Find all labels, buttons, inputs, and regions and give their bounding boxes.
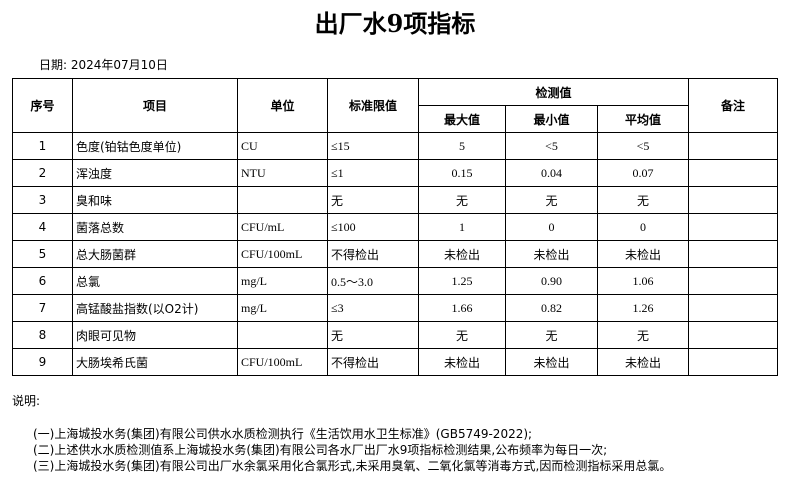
cell-unit: mg/L xyxy=(237,294,328,322)
header-max: 最大值 xyxy=(418,105,506,133)
cell-remark xyxy=(688,132,778,160)
cell-avg: 未检出 xyxy=(597,348,689,376)
cell-unit: NTU xyxy=(237,159,328,187)
cell-remark xyxy=(688,321,778,349)
cell-item: 菌落总数 xyxy=(72,213,238,241)
cell-item: 色度(铂钴色度单位) xyxy=(72,132,238,160)
cell-min: <5 xyxy=(505,132,598,160)
table-row: 7 高锰酸盐指数(以O2计) mg/L ≤3 1.66 0.82 1.26 xyxy=(12,294,778,322)
cell-limit: 不得检出 xyxy=(327,240,419,268)
cell-remark xyxy=(688,159,778,187)
table-row: 2 浑浊度 NTU ≤1 0.15 0.04 0.07 xyxy=(12,159,778,187)
cell-avg: 0.07 xyxy=(597,159,689,187)
cell-min: 未检出 xyxy=(505,348,598,376)
table-row: 6 总氯 mg/L 0.5～3.0 1.25 0.90 1.06 xyxy=(12,267,778,295)
cell-remark xyxy=(688,294,778,322)
cell-seq: 7 xyxy=(12,294,73,322)
cell-limit: ≤15 xyxy=(327,132,419,160)
cell-item: 肉眼可见物 xyxy=(72,321,238,349)
cell-seq: 1 xyxy=(12,132,73,160)
header-item: 项目 xyxy=(72,78,238,133)
table-row: 9 大肠埃希氏菌 CFU/100mL 不得检出 未检出 未检出 未检出 xyxy=(12,348,778,376)
cell-limit: ≤3 xyxy=(327,294,419,322)
cell-item: 高锰酸盐指数(以O2计) xyxy=(72,294,238,322)
cell-max: 未检出 xyxy=(418,240,506,268)
cell-item: 总氯 xyxy=(72,267,238,295)
cell-seq: 5 xyxy=(12,240,73,268)
cell-avg: 未检出 xyxy=(597,240,689,268)
cell-item: 臭和味 xyxy=(72,186,238,214)
cell-limit: 不得检出 xyxy=(327,348,419,376)
header-avg: 平均值 xyxy=(597,105,689,133)
cell-item: 浑浊度 xyxy=(72,159,238,187)
cell-limit: ≤1 xyxy=(327,159,419,187)
cell-min: 无 xyxy=(505,186,598,214)
cell-unit: CFU/100mL xyxy=(237,240,328,268)
cell-max: 1 xyxy=(418,213,506,241)
cell-limit: ≤100 xyxy=(327,213,419,241)
cell-unit xyxy=(237,186,328,214)
cell-avg: 无 xyxy=(597,186,689,214)
cell-max: 无 xyxy=(418,186,506,214)
cell-min: 0.82 xyxy=(505,294,598,322)
note-2: (二)上述供水水质检测值系上海城投水务(集团)有限公司各水厂出厂水9项指标检测结… xyxy=(33,443,608,457)
note-1: (一)上海城投水务(集团)有限公司供水水质检测执行《生活饮用水卫生标准》(GB5… xyxy=(33,427,533,441)
cell-remark xyxy=(688,348,778,376)
cell-avg: 1.26 xyxy=(597,294,689,322)
table-row: 4 菌落总数 CFU/mL ≤100 1 0 0 xyxy=(12,213,778,241)
cell-max: 0.15 xyxy=(418,159,506,187)
table-row: 8 肉眼可见物无无无无 xyxy=(12,321,778,349)
cell-item: 大肠埃希氏菌 xyxy=(72,348,238,376)
cell-min: 未检出 xyxy=(505,240,598,268)
cell-min: 0 xyxy=(505,213,598,241)
cell-min: 0.90 xyxy=(505,267,598,295)
header-min: 最小值 xyxy=(505,105,598,133)
cell-remark xyxy=(688,240,778,268)
page-title: 出厂水9项指标 xyxy=(314,9,476,38)
cell-avg: 无 xyxy=(597,321,689,349)
note-3: (三)上海城投水务(集团)有限公司出厂水余氯采用化合氯形式,未采用臭氧、二氧化氯… xyxy=(33,459,672,473)
cell-unit: CFU/100mL xyxy=(237,348,328,376)
notes-label: 说明: xyxy=(12,394,41,408)
header-limit: 标准限值 xyxy=(327,78,419,133)
cell-item: 总大肠菌群 xyxy=(72,240,238,268)
table-row: 5 总大肠菌群 CFU/100mL 不得检出 未检出 未检出 未检出 xyxy=(12,240,778,268)
cell-max: 5 xyxy=(418,132,506,160)
table-row: 1 色度(铂钴色度单位) CU ≤15 5 <5 <5 xyxy=(12,132,778,160)
cell-limit: 无 xyxy=(327,186,419,214)
cell-avg: <5 xyxy=(597,132,689,160)
cell-limit: 无 xyxy=(327,321,419,349)
report-date: 日期: 2024年07月10日 xyxy=(39,58,168,72)
cell-unit: CU xyxy=(237,132,328,160)
cell-seq: 8 xyxy=(12,321,73,349)
header-seq: 序号 xyxy=(12,78,73,133)
cell-seq: 6 xyxy=(12,267,73,295)
cell-limit: 0.5～3.0 xyxy=(327,267,419,295)
cell-unit: CFU/mL xyxy=(237,213,328,241)
cell-seq: 2 xyxy=(12,159,73,187)
cell-max: 无 xyxy=(418,321,506,349)
cell-seq: 4 xyxy=(12,213,73,241)
cell-remark xyxy=(688,213,778,241)
header-unit: 单位 xyxy=(237,78,328,133)
cell-unit xyxy=(237,321,328,349)
cell-seq: 9 xyxy=(12,348,73,376)
cell-max: 未检出 xyxy=(418,348,506,376)
water-quality-table: 序号 项目 单位 标准限值 检测值 备注 最大值 最小值 平均值 1 色度(铂钴色… xyxy=(12,78,778,376)
cell-avg: 1.06 xyxy=(597,267,689,295)
table-row: 3 臭和味无无无无 xyxy=(12,186,778,214)
cell-min: 0.04 xyxy=(505,159,598,187)
header-remark: 备注 xyxy=(688,78,778,133)
cell-seq: 3 xyxy=(12,186,73,214)
cell-min: 无 xyxy=(505,321,598,349)
cell-remark xyxy=(688,186,778,214)
header-measured: 检测值 xyxy=(418,78,689,106)
cell-remark xyxy=(688,267,778,295)
cell-max: 1.25 xyxy=(418,267,506,295)
cell-unit: mg/L xyxy=(237,267,328,295)
cell-avg: 0 xyxy=(597,213,689,241)
cell-max: 1.66 xyxy=(418,294,506,322)
